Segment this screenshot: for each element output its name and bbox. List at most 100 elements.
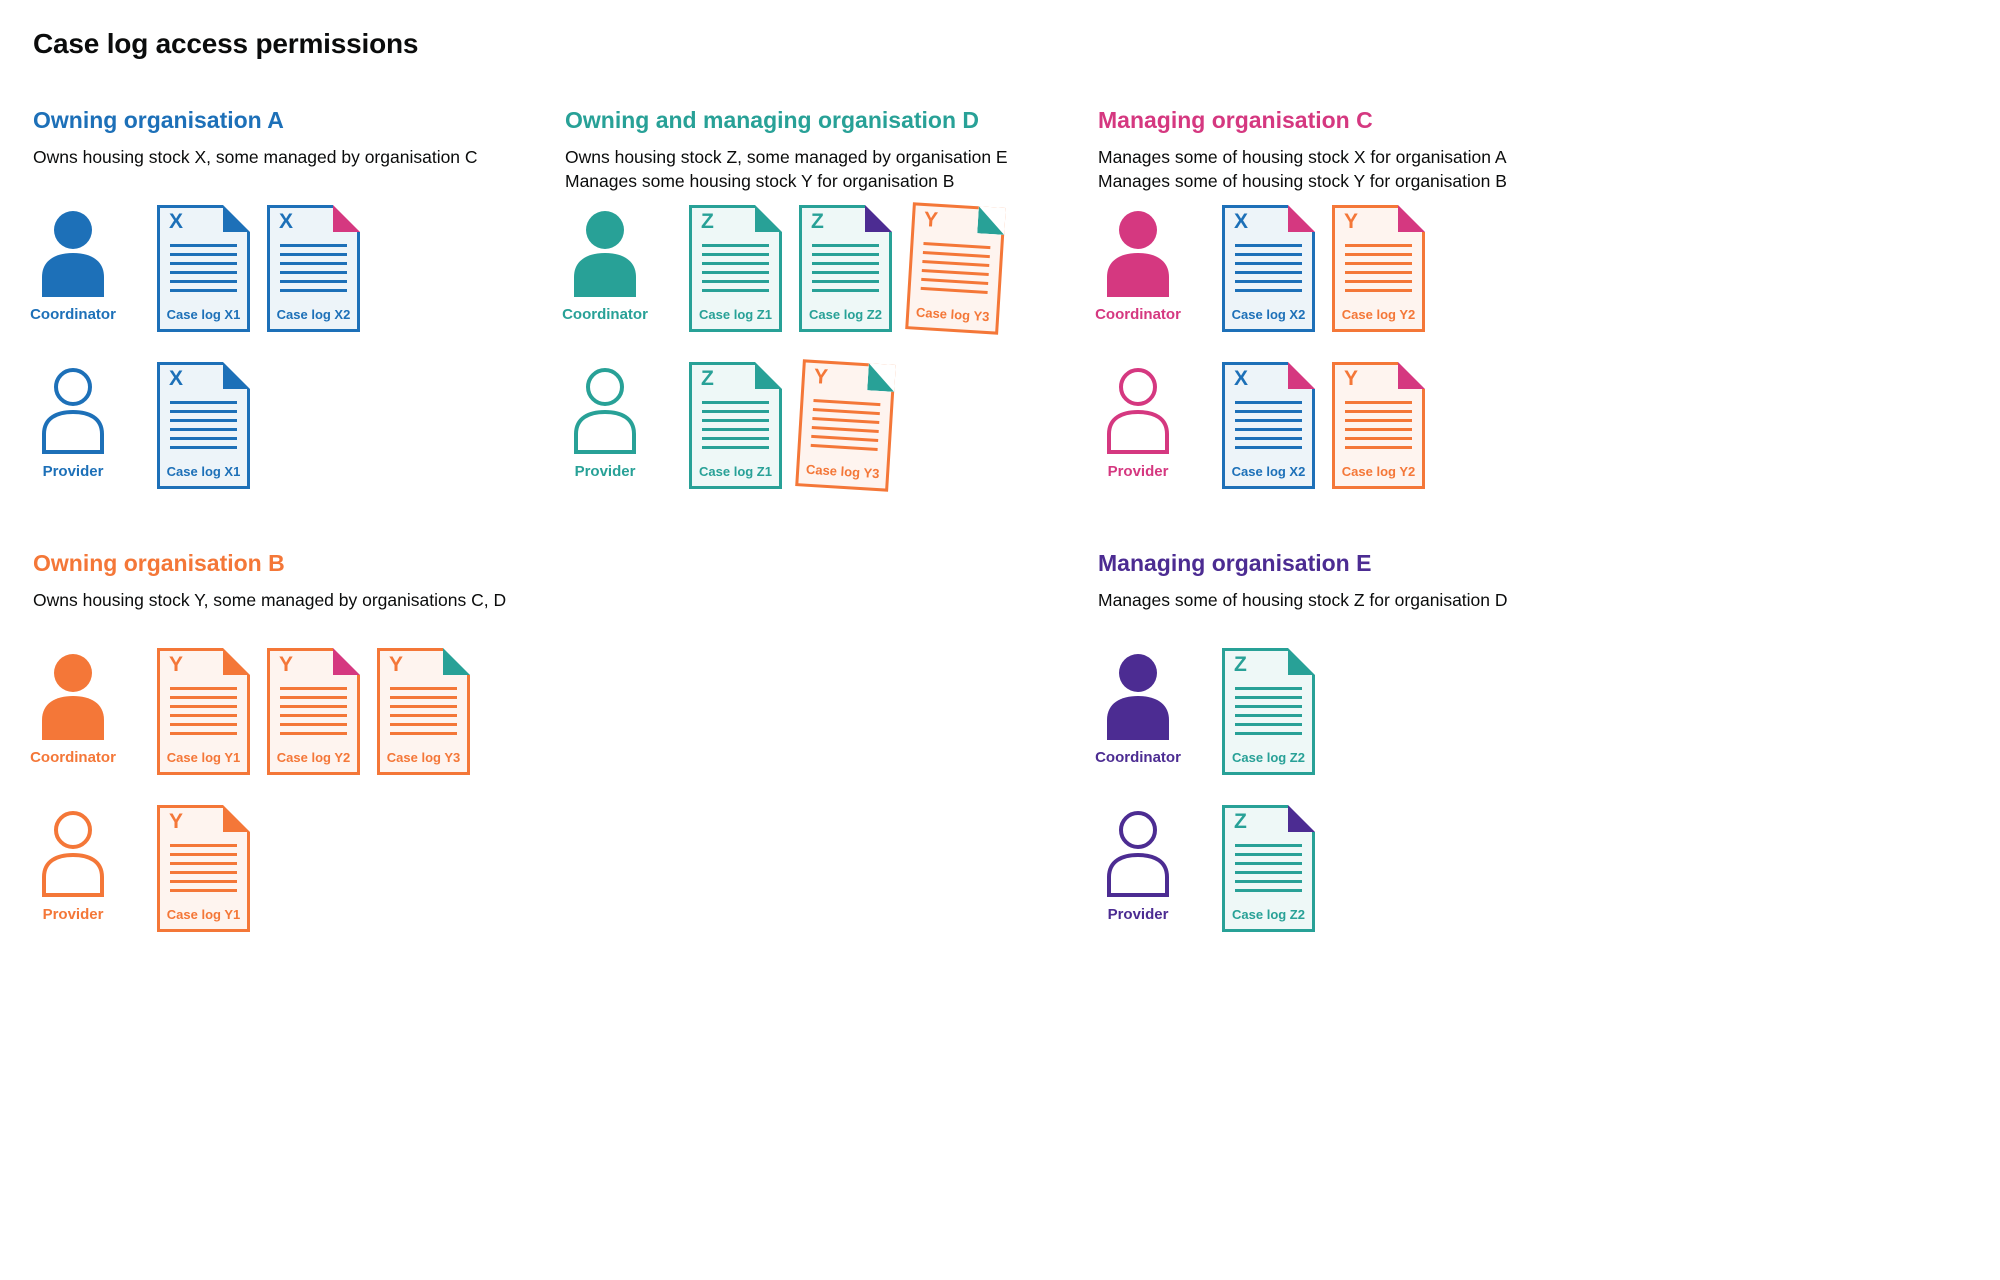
doc-text-line — [812, 253, 879, 256]
doc-text-lines — [810, 399, 881, 457]
permission-row-coordinator: Coordinator X Case log X1 X Case log X2 — [30, 205, 553, 332]
doc-label: Case log Y1 — [166, 750, 241, 765]
permission-row-provider: Provider Z Case log Z1 Y Case log Y3 — [565, 359, 1085, 492]
folded-corner — [865, 205, 892, 232]
doc-text-lines — [390, 687, 457, 741]
role-label: Provider — [1107, 906, 1169, 923]
doc-text-line — [170, 401, 237, 404]
folded-corner-triangle — [223, 805, 250, 832]
doc-text-lines — [1235, 244, 1302, 298]
doc-text-line — [280, 705, 347, 708]
org-title: Managing organisation E — [1098, 550, 1372, 576]
doc-label: Case log Z1 — [699, 307, 772, 322]
case-log-docs: Z Case log Z1 Y Case log Y3 — [689, 359, 896, 492]
doc-text-lines — [170, 687, 237, 741]
case-log-doc: X Case log X2 — [267, 205, 360, 332]
doc-stock-letter: X — [279, 210, 294, 233]
doc-text-line — [702, 428, 769, 431]
doc-text-line — [1345, 437, 1412, 440]
permission-rows: Coordinator X Case log X1 X Case log X2 Provi… — [30, 205, 553, 489]
folded-corner-triangle — [1288, 362, 1315, 389]
doc-text-line — [1235, 723, 1302, 726]
person-provider: Provider — [1098, 805, 1178, 923]
case-log-doc: Y Case log Y2 — [1332, 205, 1425, 332]
doc-stock-letter: X — [169, 367, 184, 390]
doc-text-line — [1235, 437, 1302, 440]
role-label: Provider — [42, 906, 104, 923]
folded-corner — [755, 205, 782, 232]
folded-corner — [443, 648, 470, 675]
case-log-docs: Y Case log Y1 Y Case log Y2 Y Case log Y3 — [157, 648, 470, 775]
doc-text-line — [1235, 844, 1302, 847]
doc-label: Case log Y2 — [1341, 307, 1416, 322]
permission-rows: Coordinator X Case log X2 Y Case log Y2 Provi… — [1095, 205, 1618, 489]
doc-text-lines — [170, 844, 237, 898]
doc-label: Case log X1 — [166, 307, 241, 322]
doc-text-line — [1345, 410, 1412, 413]
folded-corner — [1398, 205, 1425, 232]
doc-text-line — [280, 253, 347, 256]
role-label: Coordinator — [30, 306, 116, 323]
doc-text-line — [1235, 401, 1302, 404]
doc-text-line — [921, 277, 989, 286]
doc-text-line — [280, 723, 347, 726]
person-provider: Provider — [33, 362, 113, 480]
permission-row-provider: Provider Y Case log Y1 — [33, 805, 553, 932]
doc-label: Case log Y3 — [805, 461, 880, 482]
folded-corner — [333, 205, 360, 232]
person-outline-icon — [1104, 811, 1172, 897]
folded-corner-triangle — [223, 362, 250, 389]
doc-text-line — [170, 871, 237, 874]
folded-corner — [1288, 205, 1315, 232]
folded-corner — [755, 362, 782, 389]
person-coordinator: Coordinator — [30, 205, 116, 323]
doc-text-line — [280, 732, 347, 735]
doc-text-line — [702, 410, 769, 413]
doc-text-line — [390, 705, 457, 708]
org-section-b: Owning organisation B Owns housing stock … — [30, 549, 553, 932]
case-log-docs: Z Case log Z2 — [1222, 648, 1315, 775]
doc-text-line — [702, 271, 769, 274]
doc-text-line — [170, 723, 237, 726]
doc-text-line — [812, 271, 879, 274]
doc-text-line — [1235, 862, 1302, 865]
doc-text-line — [390, 723, 457, 726]
folded-corner-triangle — [443, 648, 470, 675]
folded-corner-triangle — [755, 205, 782, 232]
doc-text-lines — [812, 244, 879, 298]
org-section-a: Owning organisation A Owns housing stock … — [30, 106, 553, 489]
person-outline-icon — [39, 811, 107, 897]
doc-text-lines — [280, 244, 347, 298]
org-section-c: Managing organisation C Manages some of h… — [1095, 106, 1618, 489]
org-title: Owning and managing organisation D — [565, 107, 980, 133]
doc-text-lines — [170, 401, 237, 455]
doc-text-line — [170, 428, 237, 431]
case-log-doc: Y Case log Y3 — [905, 202, 1006, 335]
doc-text-line — [812, 289, 879, 292]
folded-corner — [977, 206, 1006, 235]
doc-text-line — [1235, 253, 1302, 256]
doc-text-line — [811, 434, 879, 443]
doc-text-line — [170, 696, 237, 699]
doc-stock-letter: X — [1234, 367, 1249, 390]
doc-text-line — [1345, 253, 1412, 256]
doc-text-line — [280, 271, 347, 274]
doc-text-line — [390, 696, 457, 699]
doc-text-line — [812, 416, 880, 425]
folded-corner — [1288, 805, 1315, 832]
doc-stock-letter: Z — [701, 210, 714, 233]
folded-corner-triangle — [1398, 362, 1425, 389]
case-log-doc: Y Case log Y1 — [157, 648, 250, 775]
doc-label: Case log Z1 — [699, 464, 772, 479]
role-label: Coordinator — [562, 306, 648, 323]
org-description-line: Owns housing stock Z, some managed by or… — [565, 147, 1008, 167]
doc-text-line — [170, 705, 237, 708]
org-description-line: Manages some housing stock Y for organis… — [565, 171, 955, 191]
doc-text-line — [170, 253, 237, 256]
person-provider: Provider — [1098, 362, 1178, 480]
doc-text-line — [921, 268, 989, 277]
folded-corner — [1288, 362, 1315, 389]
person-filled-icon — [39, 654, 107, 740]
doc-text-line — [1345, 289, 1412, 292]
org-description: Owns housing stock Z, some managed by or… — [565, 145, 1085, 193]
